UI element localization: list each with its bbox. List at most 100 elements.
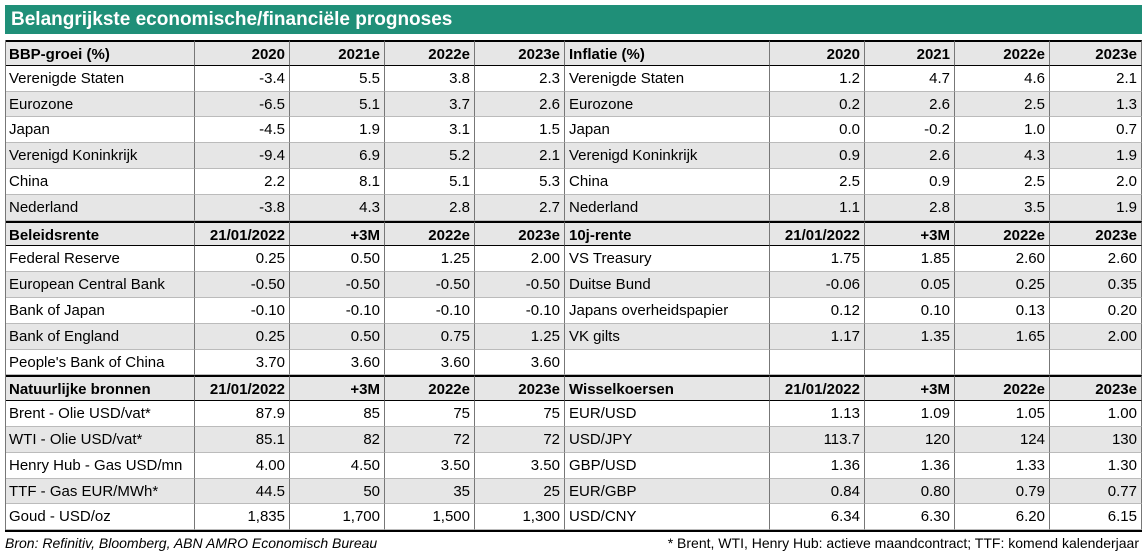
empty-cell xyxy=(565,349,770,376)
value-cell: 2.7 xyxy=(475,194,565,221)
footnote: * Brent, WTI, Henry Hub: actieve maandco… xyxy=(667,535,1139,551)
value-cell: 0.0 xyxy=(770,117,865,144)
value-cell: 0.84 xyxy=(770,478,865,505)
value-cell: 0.80 xyxy=(865,478,955,505)
value-cell: 2.6 xyxy=(475,91,565,118)
value-cell: 130 xyxy=(1050,427,1142,453)
value-cell: 1.5 xyxy=(475,117,565,144)
header-cell: +3M xyxy=(865,375,955,402)
value-cell: 75 xyxy=(475,401,565,427)
label-cell: EUR/USD xyxy=(565,401,770,427)
value-cell: 1.09 xyxy=(865,401,955,427)
value-cell: 5.2 xyxy=(385,143,475,169)
value-cell: 0.9 xyxy=(865,169,955,195)
value-cell: -0.50 xyxy=(385,272,475,298)
label-cell: China xyxy=(5,169,195,195)
header-cell: 2023e xyxy=(475,220,565,247)
header-cell: 2023e xyxy=(1050,375,1142,402)
empty-cell xyxy=(865,349,955,376)
value-cell: 1,835 xyxy=(195,504,290,531)
label-cell: GBP/USD xyxy=(565,452,770,479)
value-cell: 72 xyxy=(475,427,565,453)
value-cell: 4.50 xyxy=(290,452,385,479)
value-cell: 2.2 xyxy=(195,169,290,195)
value-cell: 3.7 xyxy=(385,91,475,118)
value-cell: 0.10 xyxy=(865,298,955,324)
header-cell: 2022e xyxy=(955,40,1050,66)
label-cell: Verenigd Koninkrijk xyxy=(5,143,195,169)
header-cell: 2023e xyxy=(475,40,565,66)
header-cell: +3M xyxy=(865,220,955,247)
value-cell: 85 xyxy=(290,401,385,427)
value-cell: 1.13 xyxy=(770,401,865,427)
label-cell: USD/JPY xyxy=(565,427,770,453)
value-cell: -9.4 xyxy=(195,143,290,169)
header-cell: 2020 xyxy=(770,40,865,66)
label-cell: Goud - USD/oz xyxy=(5,504,195,531)
label-cell: Bank of Japan xyxy=(5,298,195,324)
value-cell: 1.85 xyxy=(865,246,955,273)
label-cell: Eurozone xyxy=(565,91,770,118)
value-cell: 1.33 xyxy=(955,452,1050,479)
label-cell: China xyxy=(565,169,770,195)
value-cell: 5.5 xyxy=(290,65,385,92)
label-cell: Japan xyxy=(565,117,770,144)
label-cell: Verenigde Staten xyxy=(565,65,770,92)
value-cell: 1.25 xyxy=(475,323,565,350)
value-cell: 72 xyxy=(385,427,475,453)
label-cell: TTF - Gas EUR/MWh* xyxy=(5,478,195,505)
value-cell: 0.25 xyxy=(195,323,290,350)
header-cell: 2022e xyxy=(955,375,1050,402)
value-cell: 0.25 xyxy=(955,272,1050,298)
value-cell: 1.3 xyxy=(1050,91,1142,118)
value-cell: 1.0 xyxy=(955,117,1050,144)
value-cell: 5.1 xyxy=(385,169,475,195)
value-cell: 1.36 xyxy=(770,452,865,479)
value-cell: 0.75 xyxy=(385,323,475,350)
header-cell: 2021 xyxy=(865,40,955,66)
label-cell: EUR/GBP xyxy=(565,478,770,505)
value-cell: 1.2 xyxy=(770,65,865,92)
value-cell: 2.5 xyxy=(770,169,865,195)
label-cell: Eurozone xyxy=(5,91,195,118)
header-cell: Inflatie (%) xyxy=(565,40,770,66)
value-cell: 2.60 xyxy=(1050,246,1142,273)
value-cell: 1.05 xyxy=(955,401,1050,427)
value-cell: 4.00 xyxy=(195,452,290,479)
header-cell: 2021e xyxy=(290,40,385,66)
value-cell: 3.70 xyxy=(195,349,290,376)
value-cell: -0.10 xyxy=(475,298,565,324)
header-cell: 2022e xyxy=(955,220,1050,247)
value-cell: -0.50 xyxy=(475,272,565,298)
header-cell: 21/01/2022 xyxy=(770,220,865,247)
empty-cell xyxy=(1050,349,1142,376)
value-cell: 2.00 xyxy=(1050,323,1142,350)
value-cell: 2.6 xyxy=(865,143,955,169)
value-cell: -0.10 xyxy=(385,298,475,324)
value-cell: -6.5 xyxy=(195,91,290,118)
value-cell: 6.30 xyxy=(865,504,955,531)
value-cell: 1.00 xyxy=(1050,401,1142,427)
value-cell: 0.77 xyxy=(1050,478,1142,505)
value-cell: 1.65 xyxy=(955,323,1050,350)
header-cell: 21/01/2022 xyxy=(770,375,865,402)
header-cell: +3M xyxy=(290,220,385,247)
value-cell: 4.7 xyxy=(865,65,955,92)
value-cell: 2.1 xyxy=(1050,65,1142,92)
value-cell: 2.0 xyxy=(1050,169,1142,195)
value-cell: 2.8 xyxy=(385,194,475,221)
value-cell: 1,500 xyxy=(385,504,475,531)
header-cell: 2020 xyxy=(195,40,290,66)
value-cell: 1.9 xyxy=(1050,194,1142,221)
label-cell: Federal Reserve xyxy=(5,246,195,273)
empty-cell xyxy=(770,349,865,376)
value-cell: 1,700 xyxy=(290,504,385,531)
header-cell: 21/01/2022 xyxy=(195,220,290,247)
value-cell: 124 xyxy=(955,427,1050,453)
value-cell: 5.1 xyxy=(290,91,385,118)
value-cell: 0.35 xyxy=(1050,272,1142,298)
value-cell: 2.5 xyxy=(955,91,1050,118)
value-cell: 3.60 xyxy=(385,349,475,376)
value-cell: 1.1 xyxy=(770,194,865,221)
